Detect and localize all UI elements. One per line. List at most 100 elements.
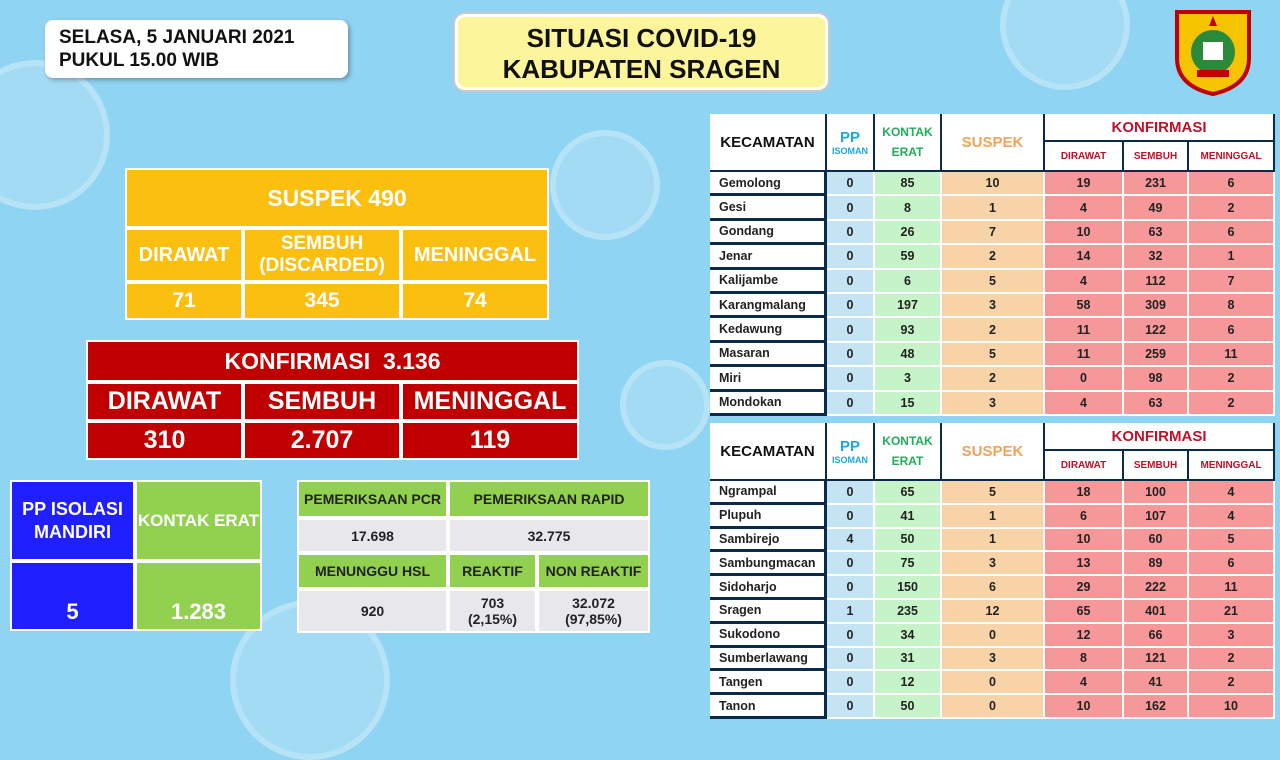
cell-meninggal: 2 [1189, 367, 1275, 392]
cell-suspek: 12 [942, 600, 1045, 624]
reaktif-label: REAKTIF [448, 553, 537, 589]
header-kontak: KONTAK [882, 434, 933, 448]
cell-sembuh: 162 [1124, 695, 1189, 719]
cell-kecamatan: Gondang [710, 220, 827, 246]
cell-pp-isoman: 0 [827, 367, 875, 392]
cell-suspek: 2 [942, 318, 1045, 343]
cell-kontak-erat: 85 [875, 172, 942, 197]
cell-dirawat: 4 [1045, 196, 1124, 221]
cell-kecamatan: Karangmalang [710, 294, 827, 319]
header-suspek: SUSPEK [942, 114, 1045, 172]
cell-sembuh: 63 [1124, 391, 1189, 416]
cell-sembuh: 112 [1124, 269, 1189, 294]
menunggu-label: MENUNGGU HSL [297, 553, 448, 589]
cell-dirawat: 29 [1045, 576, 1124, 600]
cell-pp-isoman: 0 [827, 647, 875, 672]
pp-isolasi-label: PP ISOLASI MANDIRI [10, 480, 135, 561]
header-kontak-erat: KONTAK ERAT [875, 423, 942, 481]
rapid-value: 32.775 [448, 518, 650, 553]
cell-kontak-erat: 65 [875, 481, 942, 505]
cell-kontak-erat: 50 [875, 695, 942, 719]
cell-kecamatan: Gesi [710, 196, 827, 221]
cell-suspek: 0 [942, 671, 1045, 696]
cell-pp-isoman: 0 [827, 342, 875, 368]
cell-sembuh: 32 [1124, 245, 1189, 270]
cell-meninggal: 3 [1189, 623, 1275, 648]
cell-meninggal: 4 [1189, 504, 1275, 529]
cell-pp-isoman: 0 [827, 552, 875, 577]
cell-sembuh: 122 [1124, 318, 1189, 343]
cell-pp-isoman: 0 [827, 220, 875, 246]
header-meninggal: MENINGGAL [1189, 142, 1275, 172]
cell-kecamatan: Sukodono [710, 623, 827, 648]
cell-meninggal: 6 [1189, 220, 1275, 246]
cell-meninggal: 11 [1189, 576, 1275, 600]
cell-suspek: 6 [942, 576, 1045, 600]
cell-sembuh: 98 [1124, 367, 1189, 392]
cell-sembuh: 231 [1124, 172, 1189, 197]
cell-kecamatan: Ngrampal [710, 481, 827, 505]
header-kontak: KONTAK [882, 125, 933, 139]
reaktif-value-cell: 703 (2,15%) [448, 589, 537, 633]
cell-pp-isoman: 0 [827, 318, 875, 343]
cell-sembuh: 63 [1124, 220, 1189, 246]
header-dirawat: DIRAWAT [1045, 451, 1124, 481]
date-box: SELASA, 5 JANUARI 2021 PUKUL 15.00 WIB [45, 20, 348, 78]
konfirmasi-meninggal-label: MENINGGAL [401, 382, 579, 421]
header-dirawat: DIRAWAT [1045, 142, 1124, 172]
kecamatan-table-2: KECAMATAN PP ISOMAN KONTAK ERAT SUSPEK KONFIRM… [710, 423, 1275, 719]
cell-suspek: 7 [942, 220, 1045, 246]
header-kecamatan: KECAMATAN [710, 114, 827, 172]
title-line1: SITUASI COVID-19 [526, 23, 757, 53]
cell-meninggal: 11 [1189, 342, 1275, 368]
cell-kontak-erat: 197 [875, 294, 942, 319]
cell-kecamatan: Miri [710, 367, 827, 392]
cell-pp-isoman: 0 [827, 695, 875, 719]
konfirmasi-sembuh-label: SEMBUH [243, 382, 401, 421]
cell-kecamatan: Tangen [710, 671, 827, 696]
header-meninggal: MENINGGAL [1189, 451, 1275, 481]
cell-kecamatan: Mondokan [710, 391, 827, 416]
kecamatan-table-1: KECAMATAN PP ISOMAN KONTAK ERAT SUSPEK KONFIRM… [710, 114, 1275, 416]
cell-sembuh: 401 [1124, 600, 1189, 624]
header-isoman: ISOMAN [832, 145, 868, 156]
cell-dirawat: 19 [1045, 172, 1124, 197]
suspek-dirawat-label: DIRAWAT [125, 228, 243, 282]
cell-pp-isoman: 1 [827, 600, 875, 624]
reaktif-pct: (2,15%) [467, 611, 518, 627]
cell-kecamatan: Kedawung [710, 318, 827, 343]
cell-dirawat: 14 [1045, 245, 1124, 270]
header-sembuh: SEMBUH [1124, 142, 1189, 172]
page-title: SITUASI COVID-19 KABUPATEN SRAGEN [455, 14, 828, 90]
kontak-erat-label: KONTAK ERAT [135, 480, 262, 561]
konfirmasi-dirawat-label: DIRAWAT [86, 382, 243, 421]
cell-kontak-erat: 31 [875, 647, 942, 672]
cell-meninggal: 8 [1189, 294, 1275, 319]
cell-kontak-erat: 6 [875, 269, 942, 294]
konfirmasi-sembuh-value: 2.707 [243, 421, 401, 460]
cell-meninggal: 6 [1189, 552, 1275, 577]
konfirmasi-dirawat-value: 310 [86, 421, 243, 460]
sragen-crest-logo [1175, 10, 1251, 96]
suspek-sembuh-label: SEMBUH (DISCARDED) [243, 228, 401, 282]
suspek-meninggal-label: MENINGGAL [401, 228, 549, 282]
cell-sembuh: 222 [1124, 576, 1189, 600]
cell-kecamatan: Tanon [710, 695, 827, 719]
nonreaktif-value-cell: 32.072 (97,85%) [537, 589, 650, 633]
cell-dirawat: 65 [1045, 600, 1124, 624]
header-erat: ERAT [891, 454, 924, 468]
cell-pp-isoman: 0 [827, 294, 875, 319]
cell-kecamatan: Masaran [710, 342, 827, 368]
cell-kecamatan: Jenar [710, 245, 827, 270]
cell-sembuh: 259 [1124, 342, 1189, 368]
cell-dirawat: 4 [1045, 671, 1124, 696]
cell-suspek: 3 [942, 294, 1045, 319]
cell-dirawat: 58 [1045, 294, 1124, 319]
cell-kontak-erat: 12 [875, 671, 942, 696]
cell-sembuh: 89 [1124, 552, 1189, 577]
cell-dirawat: 12 [1045, 623, 1124, 648]
cell-dirawat: 6 [1045, 504, 1124, 529]
cell-pp-isoman: 0 [827, 576, 875, 600]
cell-pp-isoman: 0 [827, 391, 875, 416]
cell-suspek: 3 [942, 391, 1045, 416]
